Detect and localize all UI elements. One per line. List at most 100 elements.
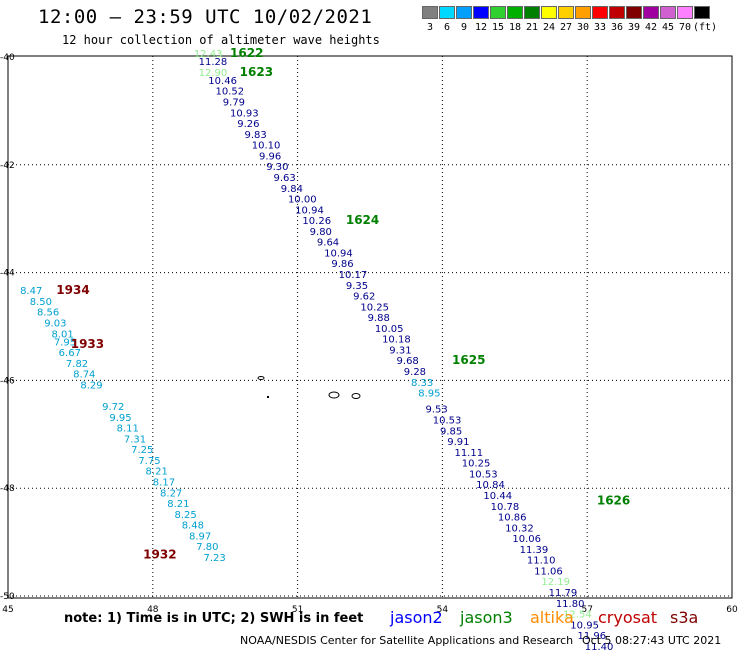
wave-height-value: 10.46 [208,76,237,87]
lon-tick-label: 48 [147,605,159,615]
satellite-legend-cryosat: cryosat [598,608,658,627]
wave-height-value: 7.23 [203,553,225,564]
wave-height-value: 10.44 [483,491,512,502]
colorbar-label: 18 [508,22,522,33]
island-shape [351,393,361,399]
colorbar-swatch [592,6,608,19]
wave-height-value: 9.28 [404,367,426,378]
wave-height-value: 8.27 [160,488,182,499]
colorbar-swatch [643,6,659,19]
colorbar-swatch [660,6,676,19]
lon-tick-label: 45 [2,605,13,615]
wave-height-value: 10.78 [491,502,520,513]
wave-height-value: 9.88 [368,313,390,324]
track-time-label: 1932 [143,547,176,561]
credit-date: Oct 5 08:27:43 UTC 2021 [582,634,722,647]
colorbar [422,6,711,19]
wave-height-value: 8.56 [37,308,59,319]
colorbar-label: 33 [593,22,607,33]
wave-height-value: 9.85 [440,426,462,437]
colorbar-swatch [507,6,523,19]
wave-height-value: 10.52 [216,87,245,98]
wave-height-value: 10.95 [570,620,599,631]
colorbar-label: 12 [474,22,488,33]
wave-height-value: 8.21 [146,467,168,478]
wave-height-value: 8.33 [411,378,433,389]
colorbar-label: 70 [678,22,692,33]
wave-height-value: 11.39 [520,545,549,556]
wave-height-value: 9.35 [346,281,368,292]
lat-tick-label: -40 [0,53,15,63]
satellite-legend-s3a: s3a [670,608,699,627]
track-time-label: 1626 [597,493,630,507]
lat-tick-label: -42 [0,161,15,171]
lon-tick-label: 60 [726,605,738,615]
wave-height-value: 10.18 [382,335,411,346]
wave-height-value: 7.82 [66,359,88,370]
wave-height-value: 7.75 [138,456,160,467]
satellite-legend-jason3: jason3 [460,608,513,627]
wave-height-value: 12.19 [541,577,570,588]
colorbar-swatch [558,6,574,19]
colorbar-label: 24 [542,22,556,33]
wave-height-value: 8.17 [153,478,175,489]
wave-height-value: 9.30 [266,162,288,173]
wave-height-value: 8.29 [80,380,102,391]
colorbar-swatch [575,6,591,19]
wave-height-value: 10.53 [433,416,462,427]
wave-height-value: 9.95 [109,413,131,424]
wave-height-value: 8.50 [30,297,52,308]
lat-tick-label: -48 [0,484,15,494]
wave-height-value: 7.25 [131,445,153,456]
credit: NOAA/NESDIS Center for Satellite Applica… [240,634,574,647]
wave-height-value: 7.95 [54,337,76,348]
wave-height-value: 11.10 [527,556,556,567]
wave-height-value: 8.25 [175,510,197,521]
wave-height-value: 11.40 [585,642,614,650]
wave-height-value: 9.64 [317,238,339,249]
wave-height-value: 9.83 [245,130,267,141]
wave-height-value: 10.32 [505,523,534,534]
wave-height-value: 12.90 [199,68,228,79]
lon-tick-label: 54 [437,605,449,615]
wave-height-value: 9.53 [426,405,448,416]
wave-height-value: 10.25 [462,459,491,470]
wave-height-value: 10.53 [469,469,498,480]
colorbar-label: 27 [559,22,573,33]
colorbar-swatch [524,6,540,19]
wave-height-value: 8.95 [418,389,440,400]
wave-height-value: 8.11 [117,424,139,435]
wave-height-value: 11.96 [578,631,607,642]
lat-tick-label: -46 [0,376,15,386]
wave-height-value: 11.79 [549,588,578,599]
wave-height-value: 10.86 [498,513,527,524]
wave-height-value: 10.26 [302,216,331,227]
wave-height-value: 7.80 [196,542,218,553]
colorbar-label: 30 [576,22,590,33]
wave-height-value: 10.10 [252,141,281,152]
colorbar-label: 6 [443,22,451,33]
wave-height-value: 8.97 [189,531,211,542]
colorbar-swatch [609,6,625,19]
wave-height-value: 11.06 [534,566,563,577]
wave-height-value: 9.80 [310,227,332,238]
wave-height-value: 9.68 [397,356,419,367]
track-time-label: 1933 [71,337,104,351]
wave-height-value: 10.25 [360,302,389,313]
track-time-label: 1934 [56,283,89,297]
colorbar-label: 15 [491,22,505,33]
wave-height-value: 8.21 [167,499,189,510]
wave-height-value: 9.84 [281,184,303,195]
wave-height-value: 9.03 [44,319,66,330]
colorbar-label: 42 [644,22,658,33]
track-time-label: 1625 [452,353,485,367]
lat-tick-label: -44 [0,269,15,279]
wave-height-value: 10.17 [339,270,368,281]
wave-height-value: 12.43 [194,49,223,60]
wave-height-value: 10.84 [476,480,505,491]
wave-height-value: 7.31 [124,434,146,445]
colorbar-swatch [677,6,693,19]
wave-height-value: 10.00 [288,195,317,206]
footer-note: note: 1) Time is in UTC; 2) SWH is in fe… [64,611,364,626]
wave-height-value: 10.05 [375,324,404,335]
